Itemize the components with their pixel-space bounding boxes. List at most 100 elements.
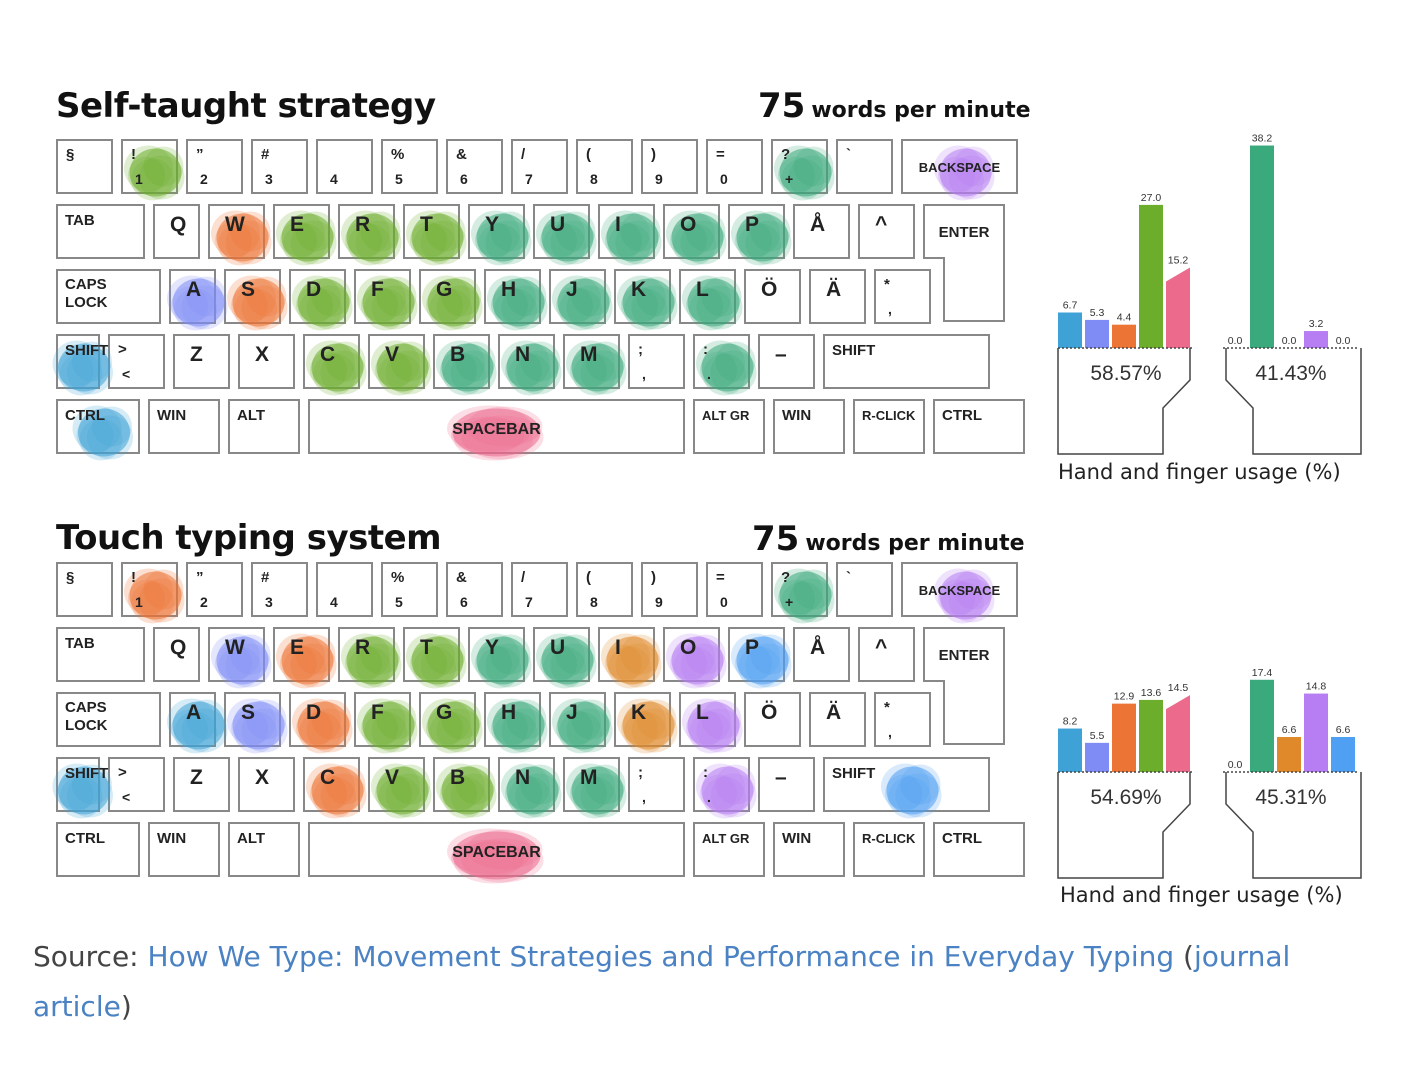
heat-blob-index-right (487, 698, 548, 754)
key-label-u: U (550, 636, 565, 659)
key-label-o: O (680, 213, 696, 236)
key (153, 204, 200, 259)
key-label-shift: SHIFT (832, 342, 875, 359)
key-label-symbol: Å (810, 212, 825, 236)
key (381, 139, 438, 194)
key (381, 562, 438, 617)
bar-left-middle-left (1112, 324, 1136, 348)
heat-blob-index-right (471, 633, 532, 689)
key-label-symbol: ( (586, 569, 591, 586)
key-label-symbol: ` (846, 569, 851, 586)
key (148, 399, 220, 454)
panel-title: Self-taught strategy (56, 86, 436, 126)
wpm-readout: 75 words per minute (752, 519, 1025, 559)
key-label-l: L (696, 701, 709, 724)
key-label-c: C (320, 766, 335, 789)
key-label-symbol: ! (131, 146, 136, 163)
key-label-lock: LOCK (65, 294, 108, 311)
heat-blob-index-left (422, 275, 483, 331)
key-label-alt-gr: ALT GR (702, 831, 750, 846)
key (836, 139, 893, 194)
wpm-unit: words per minute (805, 531, 1025, 556)
key-label-t: T (420, 636, 433, 659)
key-label-symbol: + (785, 594, 793, 610)
key-label-0: 0 (720, 171, 728, 187)
key-label-symbol: ( (586, 146, 591, 163)
key-label-ctrl: CTRL (65, 407, 105, 424)
bar-right-ring-right (1304, 693, 1328, 772)
key (186, 139, 243, 194)
key-label-q: Q (170, 636, 186, 659)
key-label-symbol: § (66, 146, 74, 163)
key-label-symbol: ; (638, 764, 643, 781)
key (108, 757, 165, 812)
key (773, 399, 845, 454)
bar-value-label: 4.4 (1117, 312, 1132, 324)
heat-blob-index-right (601, 210, 662, 266)
key-label-z: Z (190, 766, 203, 789)
key (511, 139, 568, 194)
heat-blob-index-right (617, 275, 678, 331)
heat-blob-middle-right (601, 633, 662, 689)
bar-left-ring-left (1085, 319, 1109, 348)
heat-blob-index-right (774, 568, 835, 624)
key-label-f: F (371, 278, 384, 301)
panel-title: Touch typing system (56, 518, 442, 558)
source-paren-open: ( (1174, 940, 1194, 973)
bar-right-index-right (1250, 679, 1274, 772)
heat-blob-ring-left (227, 698, 288, 754)
key (923, 627, 1005, 745)
key-label-6: 6 (460, 171, 468, 187)
key-label-symbol: . (707, 789, 711, 805)
key (706, 139, 763, 194)
key-label-symbol: : (703, 764, 708, 781)
key (316, 562, 373, 617)
heat-blob-index-left (341, 633, 402, 689)
key-label-symbol: # (261, 146, 270, 163)
bar-value-label: 17.4 (1252, 667, 1273, 679)
key-label-w: W (225, 636, 245, 659)
hand-outline (1225, 348, 1362, 455)
key (56, 204, 145, 259)
heat-blob-index-left (371, 340, 432, 396)
bar-value-label: 0.0 (1228, 759, 1243, 771)
key-label-e: E (290, 213, 304, 236)
key (228, 399, 300, 454)
key-label-d: D (306, 278, 321, 301)
key-label-x: X (255, 766, 269, 789)
key (186, 562, 243, 617)
key (316, 139, 373, 194)
key-label-symbol: Å (810, 635, 825, 659)
key (693, 822, 765, 877)
key-label-l: L (696, 278, 709, 301)
key-label-symbol: > (118, 764, 127, 781)
heat-blob-little-left (72, 405, 133, 461)
key-label-symbol: < (122, 366, 130, 382)
key-label-s: S (241, 278, 255, 301)
bar-right-little-right (1331, 737, 1355, 772)
heat-blob-index-left (357, 275, 418, 331)
key-label-9: 9 (655, 171, 663, 187)
hand-total-label: 54.69% (1090, 786, 1161, 809)
key-label-symbol: ? (781, 146, 790, 163)
key-label-symbol: Ä (826, 278, 841, 301)
bar-value-label: 6.6 (1336, 724, 1351, 736)
heat-blob-ring-right (934, 568, 995, 624)
source-paren-close: ) (120, 990, 132, 1023)
key-label-ctrl: CTRL (942, 407, 982, 424)
key (108, 334, 165, 389)
source-prefix: Source: (33, 940, 148, 973)
key (933, 399, 1025, 454)
source-article-link[interactable]: How We Type: Movement Strategies and Per… (147, 940, 1175, 973)
key-label-r: R (355, 213, 370, 236)
key-label-symbol: : (703, 341, 708, 358)
key-label-lock: LOCK (65, 717, 108, 734)
key-label-r-click: R-CLICK (862, 831, 916, 846)
key-label-i: I (615, 636, 621, 659)
heat-blob-index-right (536, 633, 597, 689)
heat-blob-index-right (536, 210, 597, 266)
source-journal-link[interactable]: journal article (33, 940, 1291, 1023)
heat-blob-index-right (696, 340, 757, 396)
key-label-ctrl: CTRL (65, 830, 105, 847)
key (628, 334, 685, 389)
